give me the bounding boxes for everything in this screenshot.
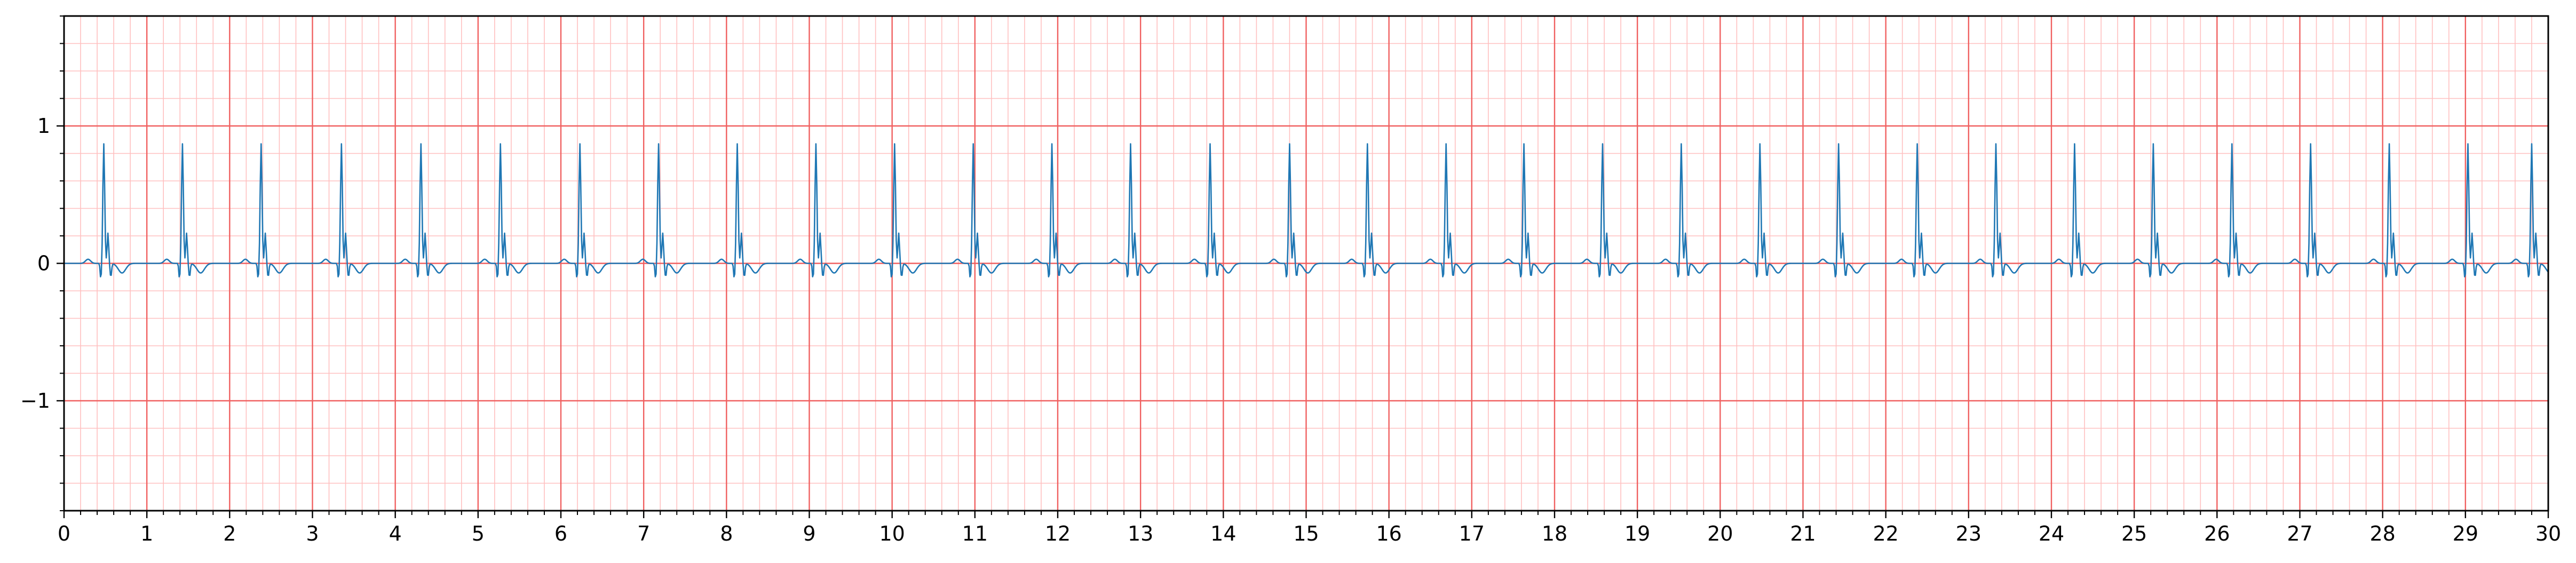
- x-tick-label: 22: [1873, 522, 1898, 545]
- x-tick-label: 5: [472, 522, 485, 545]
- x-tick-label: 13: [1128, 522, 1153, 545]
- x-tick-label: 1: [140, 522, 153, 545]
- y-tick-label: 0: [37, 252, 50, 275]
- major-grid: [63, 16, 2549, 511]
- x-tick-label: 0: [58, 522, 70, 545]
- x-tick-label: 7: [637, 522, 650, 545]
- x-tick-label: 25: [2121, 522, 2147, 545]
- y-tick-label: −1: [20, 389, 50, 413]
- x-tick-label: 4: [389, 522, 402, 545]
- x-tick-label: 12: [1045, 522, 1071, 545]
- x-tick-label: 17: [1459, 522, 1485, 545]
- x-tick-label: 26: [2204, 522, 2230, 545]
- x-tick-label: 6: [554, 522, 567, 545]
- x-tick-label: 27: [2287, 522, 2312, 545]
- x-tick-label: 19: [1624, 522, 1650, 545]
- y-axis: −1 0 1: [20, 15, 64, 511]
- x-tick-label: 2: [223, 522, 236, 545]
- ecg-trace: [64, 143, 2549, 277]
- x-tick-label: 16: [1376, 522, 1401, 545]
- x-tick-label: 10: [879, 522, 905, 545]
- x-tick-label: 20: [1707, 522, 1733, 545]
- x-tick-label: 11: [962, 522, 988, 545]
- x-tick-label: 23: [1956, 522, 1981, 545]
- y-tick-label: 1: [37, 114, 50, 138]
- x-tick-label: 24: [2039, 522, 2064, 545]
- x-tick-label: 15: [1293, 522, 1319, 545]
- x-tick-label: 8: [720, 522, 733, 545]
- x-tick-label: 29: [2453, 522, 2478, 545]
- x-tick-label: 28: [2369, 522, 2395, 545]
- x-tick-label: 9: [803, 522, 815, 545]
- x-tick-label: 3: [306, 522, 319, 545]
- ecg-trace-group: [64, 143, 2549, 277]
- x-tick-label: 21: [1790, 522, 1816, 545]
- x-tick-label: 14: [1210, 522, 1236, 545]
- x-axis: 0 1 2 3 4 5 6 7 8 9 10 11 12 13 14 15 16 17 18 19 20 21 22 23 24…: [58, 511, 2561, 545]
- x-tick-label: 18: [1542, 522, 1567, 545]
- x-tick-label: 30: [2535, 522, 2561, 545]
